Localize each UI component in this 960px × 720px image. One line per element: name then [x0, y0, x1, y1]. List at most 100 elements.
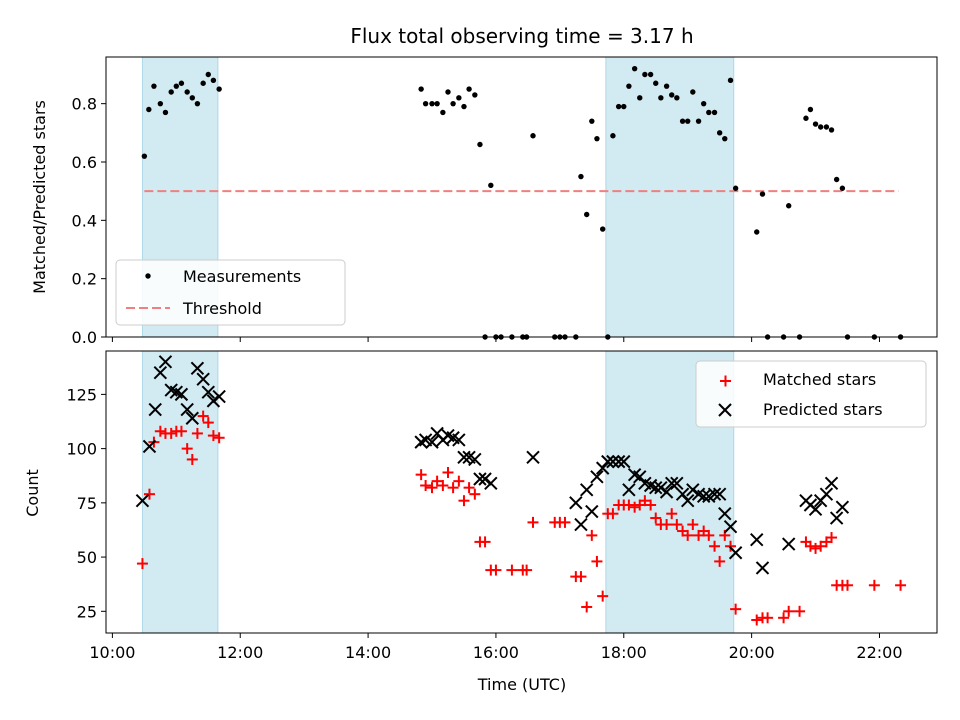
matched-star-marker	[469, 488, 481, 500]
matched-star-marker	[815, 540, 827, 552]
x-tick-label: 16:00	[473, 643, 519, 662]
predicted-star-marker	[835, 500, 850, 514]
predicted-star-marker	[201, 385, 215, 399]
y-tick-label: 100	[66, 440, 97, 459]
predicted-star-marker	[686, 483, 700, 497]
x-tick-label: 22:00	[856, 643, 902, 662]
legend-measurements-label: Measurements	[183, 267, 301, 286]
measurement-point	[418, 86, 424, 92]
measurement-point	[594, 135, 600, 142]
top-plot-frame	[105, 56, 938, 338]
measurement-point	[685, 118, 691, 124]
shaded-region	[141, 350, 219, 634]
measurement-point	[615, 103, 622, 110]
measurement-point	[610, 133, 616, 139]
measurement-point	[732, 185, 739, 191]
measurement-point	[727, 77, 734, 84]
predicted-star-marker	[457, 450, 471, 464]
matched-star-marker	[479, 536, 491, 548]
bottom-ylabel: Count	[23, 469, 42, 517]
y-tick-label: 0.8	[72, 95, 97, 114]
top-panel: 0.00.20.40.60.8 Matched/Predicted stars …	[30, 56, 938, 347]
y-tick-label: 0.6	[72, 153, 97, 172]
measurement-point	[456, 95, 462, 101]
measurement-point	[817, 124, 824, 130]
predicted-star-marker	[819, 487, 834, 501]
measurement-point	[162, 109, 169, 116]
matched-star-marker	[730, 603, 742, 615]
matched-star-marker	[426, 482, 438, 494]
predicted-star-marker	[781, 537, 796, 551]
x-tick-label: 12:00	[217, 643, 263, 662]
legend-predicted-marker	[718, 403, 732, 417]
measurement-point	[210, 77, 217, 84]
predicted-star-marker	[829, 511, 844, 525]
x-tick-label: 10:00	[89, 643, 135, 662]
matched-star-marker	[581, 601, 593, 613]
matched-star-marker	[165, 427, 177, 439]
measurement-point	[466, 86, 472, 92]
measurement-point	[168, 89, 174, 95]
measurement-point	[434, 100, 440, 107]
predicted-star-marker	[590, 470, 604, 484]
predicted-star-marker	[478, 472, 492, 486]
measurement-point	[578, 173, 584, 180]
top-legend: Measurements Threshold	[115, 259, 346, 326]
predicted-star-marker	[622, 483, 636, 497]
measurement-point	[716, 130, 723, 136]
matched-star-marker	[783, 605, 795, 617]
matched-star-marker	[527, 516, 539, 528]
y-tick-label: 75	[77, 494, 97, 513]
predicted-star-marker	[755, 561, 770, 575]
matched-star-marker	[559, 516, 571, 528]
matched-star-marker	[868, 579, 880, 591]
y-tick-label: 50	[77, 548, 97, 567]
measurement-point	[173, 83, 180, 89]
matched-star-marker	[607, 508, 619, 520]
measurement-point	[440, 109, 446, 116]
measurement-point	[658, 95, 664, 101]
predicted-star-marker	[712, 487, 727, 501]
predicted-star-marker	[135, 493, 150, 508]
matched-star-marker	[687, 519, 699, 531]
predicted-star-marker	[808, 502, 823, 517]
matched-star-marker	[661, 519, 673, 531]
measurement-point	[812, 121, 819, 127]
matched-star-marker	[442, 466, 454, 478]
matched-star-marker	[597, 590, 609, 602]
measurement-point	[450, 100, 456, 107]
measurement-point	[833, 176, 840, 183]
matched-star-marker	[463, 482, 475, 494]
measurement-point	[422, 100, 429, 107]
predicted-star-marker	[680, 493, 695, 508]
matched-star-marker	[778, 612, 790, 624]
predicted-star-marker	[153, 365, 168, 380]
measurement-point	[700, 100, 707, 107]
measurement-point	[637, 95, 643, 101]
legend-predicted-label: Predicted stars	[763, 400, 883, 419]
matched-star-marker	[447, 482, 459, 494]
chart-title: Flux total observing time = 3.17 h	[350, 24, 693, 48]
measurement-point	[679, 118, 686, 124]
measurement-point	[690, 89, 696, 95]
matched-star-marker	[591, 555, 603, 567]
measurement-point	[477, 141, 483, 148]
matched-star-marker	[842, 579, 854, 591]
measurement-point	[216, 86, 222, 92]
matched-star-marker	[197, 410, 209, 422]
predicted-star-marker	[723, 520, 738, 534]
top-ylabel: Matched/Predicted stars	[30, 100, 49, 294]
matched-star-marker	[431, 475, 443, 487]
y-tick-label: 0.2	[72, 270, 97, 289]
matched-star-marker	[895, 579, 907, 591]
shaded-region	[605, 56, 735, 338]
measurement-point	[828, 127, 835, 133]
predicted-star-marker	[452, 433, 466, 447]
matched-star-marker	[586, 529, 598, 541]
measurement-point	[189, 95, 195, 101]
y-tick-label: 125	[66, 385, 97, 404]
measurement-point	[754, 229, 760, 235]
measurement-point	[785, 203, 792, 209]
x-tick-label: 14:00	[345, 643, 391, 662]
